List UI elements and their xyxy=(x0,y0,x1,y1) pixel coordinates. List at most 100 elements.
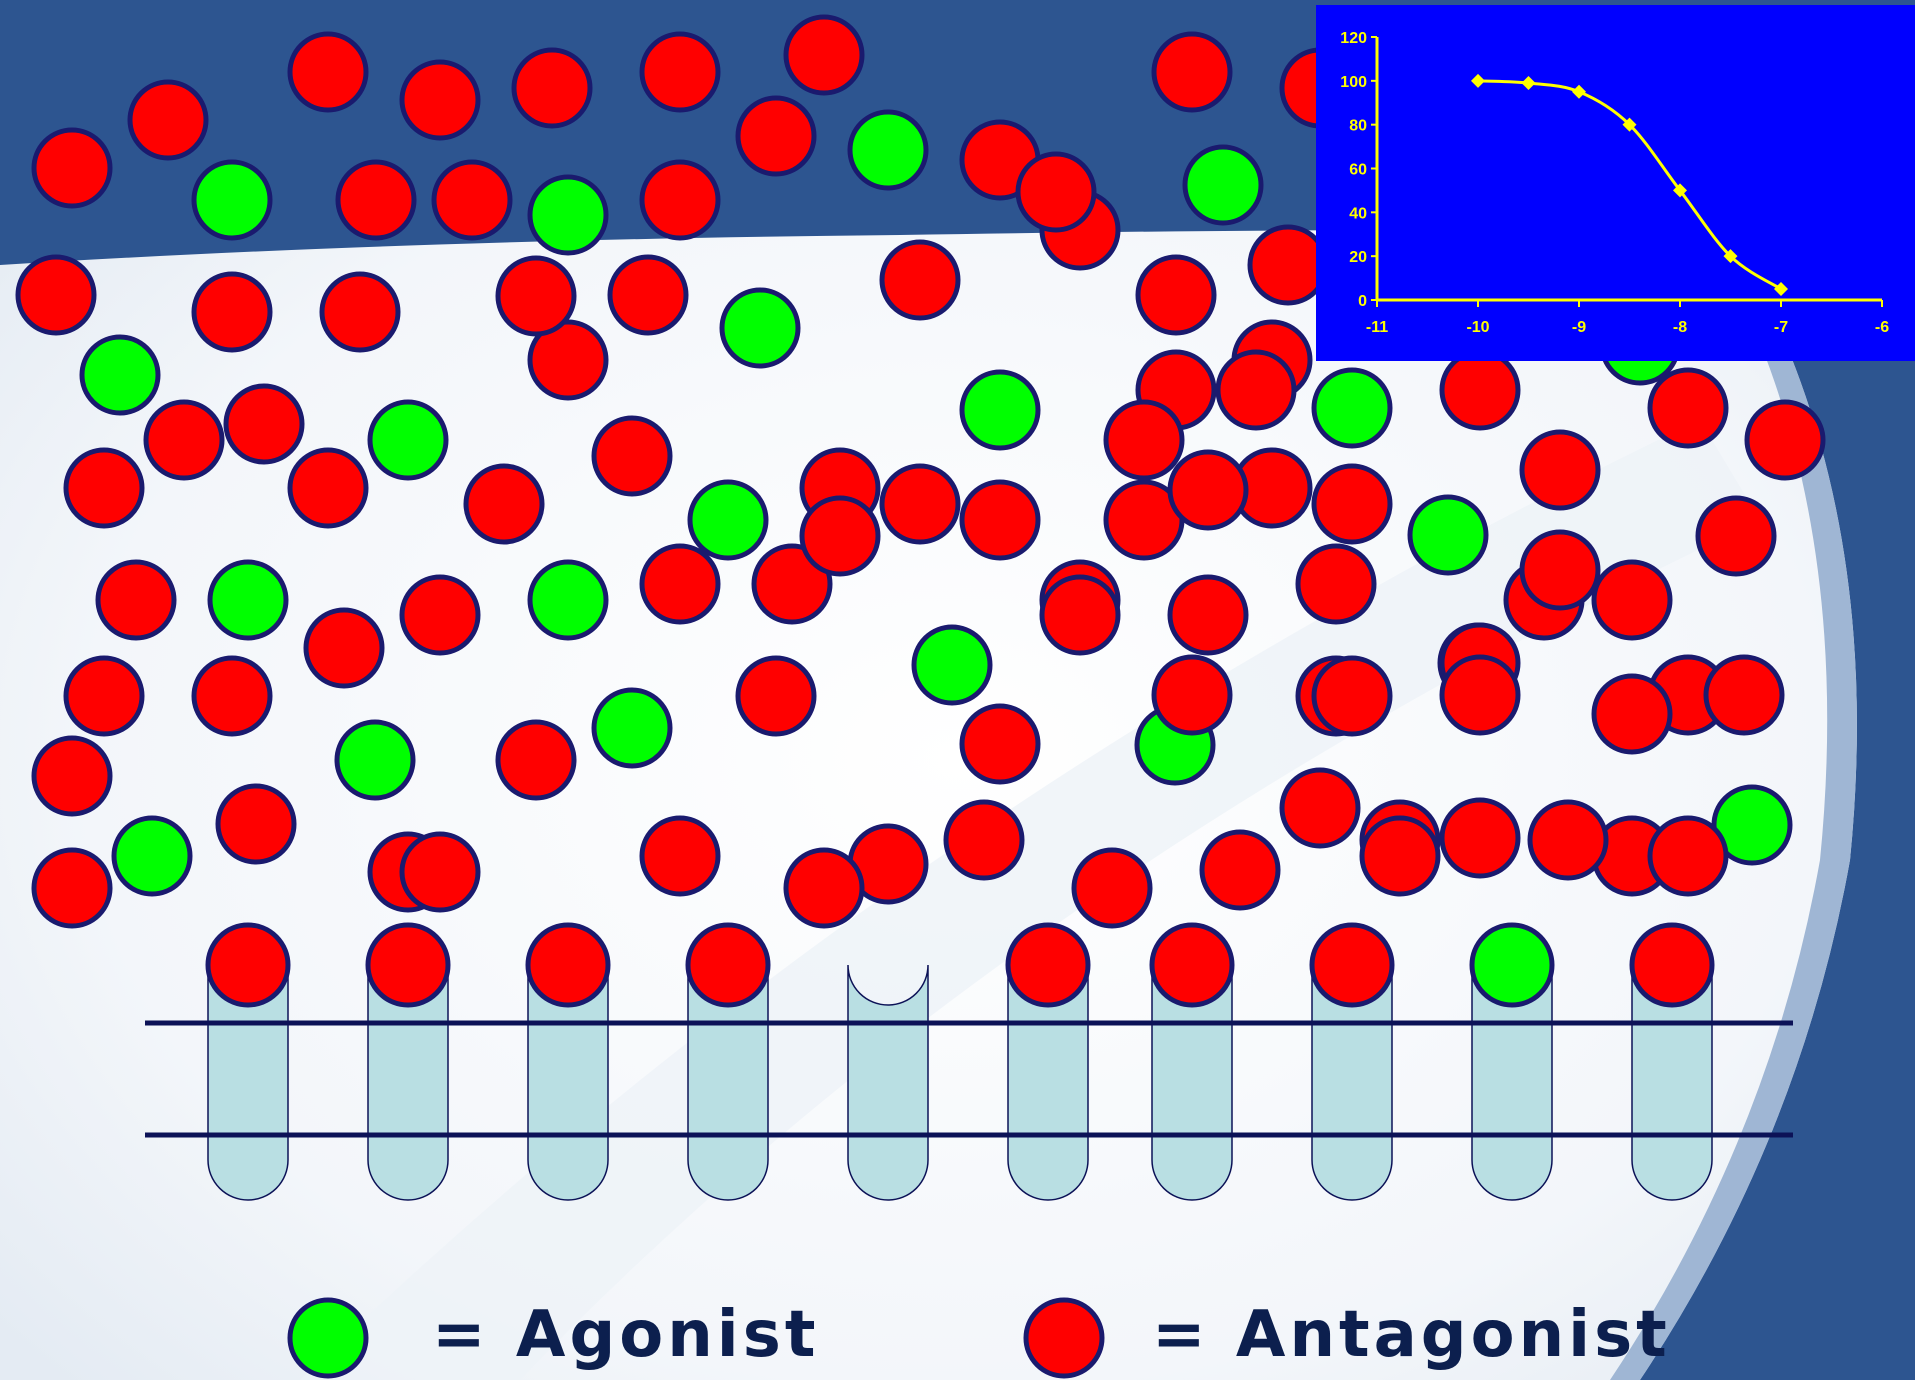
antagonist-molecule xyxy=(223,383,305,465)
data-point xyxy=(1521,76,1536,91)
agonist-molecule xyxy=(527,559,609,641)
antagonist-molecule xyxy=(639,543,721,625)
antagonist-molecule xyxy=(1167,574,1249,656)
antagonist-molecule xyxy=(1744,399,1826,481)
agonist-legend-swatch xyxy=(287,1297,369,1379)
agonist-molecule xyxy=(1311,367,1393,449)
agonist-molecule xyxy=(1407,494,1489,576)
antagonist-molecule xyxy=(1039,574,1121,656)
x-tick-label: -11 xyxy=(1366,319,1388,336)
antagonist-molecule xyxy=(1311,463,1393,545)
antagonist-legend-label: = Antagonist xyxy=(1152,1298,1671,1372)
antagonist-molecule xyxy=(215,783,297,865)
antagonist-molecule xyxy=(943,799,1025,881)
agonist-molecule xyxy=(527,174,609,256)
antagonist-molecule xyxy=(1295,543,1377,625)
data-point xyxy=(1774,282,1788,297)
x-tick-label: -6 xyxy=(1875,319,1889,336)
antagonist-molecule xyxy=(511,47,593,129)
antagonist-molecule xyxy=(639,815,721,897)
antagonist-molecule xyxy=(735,95,817,177)
antagonist-legend-swatch xyxy=(1023,1297,1105,1379)
agonist-molecule xyxy=(207,559,289,641)
agonist-molecule xyxy=(1182,144,1264,226)
y-tick-label: 0 xyxy=(1358,293,1367,310)
antagonist-molecule xyxy=(879,463,961,545)
agonist-legend-label: = Agonist xyxy=(432,1298,820,1372)
antagonist-molecule xyxy=(15,254,97,336)
bound-antagonist xyxy=(365,922,451,1008)
antagonist-molecule xyxy=(1519,429,1601,511)
antagonist-molecule xyxy=(1439,654,1521,736)
antagonist-molecule xyxy=(303,607,385,689)
antagonist-molecule xyxy=(1199,829,1281,911)
x-tick-label: -7 xyxy=(1774,319,1788,336)
antagonist-molecule xyxy=(1015,151,1097,233)
antagonist-molecule xyxy=(399,831,481,913)
antagonist-molecule xyxy=(959,479,1041,561)
bound-antagonist xyxy=(1309,922,1395,1008)
diagonal-sheen xyxy=(300,420,1760,1380)
antagonist-molecule xyxy=(95,559,177,641)
agonist-molecule xyxy=(367,399,449,481)
agonist-molecule xyxy=(687,479,769,561)
antagonist-molecule xyxy=(799,495,881,577)
antagonist-molecule xyxy=(1439,797,1521,879)
antagonist-molecule xyxy=(783,14,865,96)
right-light-arc xyxy=(1610,330,1857,1380)
antagonist-molecule xyxy=(1071,847,1153,929)
antagonist-molecule xyxy=(495,255,577,337)
data-point xyxy=(1723,249,1738,264)
agonist-molecule xyxy=(911,624,993,706)
antagonist-molecule xyxy=(1647,815,1729,897)
antagonist-molecule xyxy=(191,655,273,737)
y-tick-label: 120 xyxy=(1340,30,1367,47)
bound-antagonist xyxy=(1149,922,1235,1008)
bound-antagonist xyxy=(1005,922,1091,1008)
antagonist-molecule xyxy=(1151,654,1233,736)
antagonist-molecule xyxy=(1135,254,1217,336)
x-tick-label: -9 xyxy=(1572,319,1586,336)
antagonist-molecule xyxy=(63,447,145,529)
antagonist-molecule xyxy=(1215,349,1297,431)
bound-antagonist xyxy=(525,922,611,1008)
antagonist-molecule xyxy=(399,59,481,141)
antagonist-molecule xyxy=(1647,367,1729,449)
antagonist-molecule xyxy=(335,159,417,241)
agonist-molecule xyxy=(959,369,1041,451)
antagonist-molecule xyxy=(959,703,1041,785)
agonist-molecule xyxy=(719,287,801,369)
right-dark-arc xyxy=(1640,330,1915,1380)
dose-response-chart: 0 20 40 60 80 100 120 -11 -10 -9 -8 -7 -6 xyxy=(1316,5,1915,361)
agonist-molecule xyxy=(111,815,193,897)
antagonist-molecule xyxy=(879,239,961,321)
y-tick-label: 60 xyxy=(1349,162,1367,179)
antagonist-molecule xyxy=(287,31,369,113)
antagonist-molecule xyxy=(191,271,273,353)
antagonist-molecule xyxy=(735,655,817,737)
x-tick-label: -8 xyxy=(1673,319,1687,336)
bound-antagonist xyxy=(1629,922,1715,1008)
cell-membrane xyxy=(145,922,1793,1201)
antagonist-molecule xyxy=(639,31,721,113)
antagonist-molecule xyxy=(63,655,145,737)
bound-antagonist xyxy=(685,922,771,1008)
agonist-molecule xyxy=(591,687,673,769)
antagonist-molecule xyxy=(1591,559,1673,641)
antagonist-molecule xyxy=(463,463,545,545)
antagonist-molecule xyxy=(527,319,609,401)
antagonist-molecule xyxy=(1527,799,1609,881)
antagonist-molecule xyxy=(31,847,113,929)
antagonist-molecule xyxy=(399,574,481,656)
antagonist-molecule xyxy=(31,127,113,209)
antagonist-molecule xyxy=(1151,31,1233,113)
antagonist-molecule xyxy=(1591,673,1673,755)
antagonist-molecule xyxy=(1703,654,1785,736)
agonist-molecule xyxy=(191,159,273,241)
chart-axes: 0 20 40 60 80 100 120 -11 -10 -9 -8 -7 -6 xyxy=(1340,30,1889,336)
antagonist-molecule xyxy=(143,399,225,481)
chart-background xyxy=(1316,5,1915,361)
antagonist-molecule xyxy=(495,719,577,801)
antagonist-molecule xyxy=(783,847,865,929)
y-tick-label: 80 xyxy=(1349,118,1367,135)
